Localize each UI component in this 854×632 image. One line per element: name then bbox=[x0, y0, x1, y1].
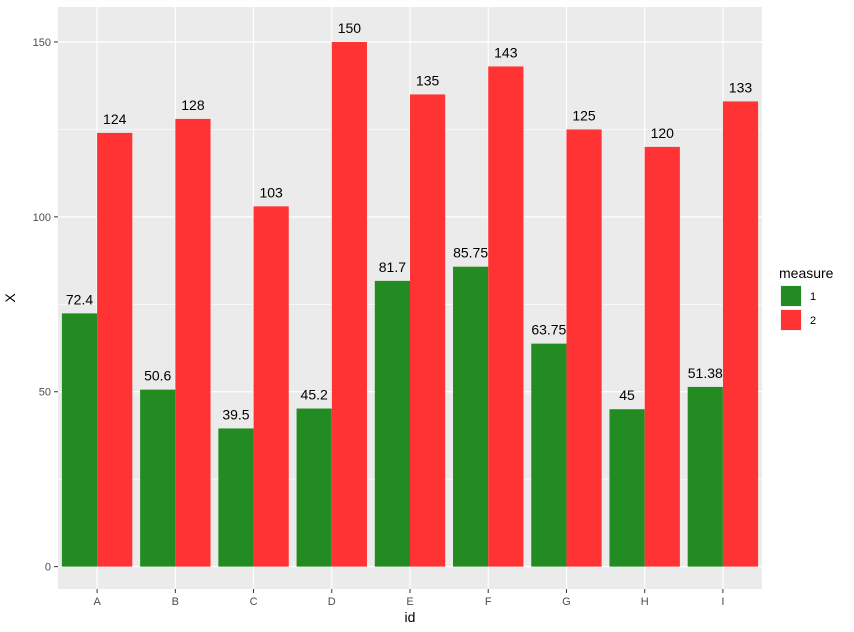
y-tick-label: 0 bbox=[45, 562, 51, 574]
legend-title: measure bbox=[779, 265, 834, 281]
bars-group bbox=[61, 41, 759, 567]
data-label: 133 bbox=[729, 79, 753, 95]
bar-series-2-I bbox=[722, 101, 759, 567]
data-label: 51.38 bbox=[688, 365, 723, 381]
bar-series-2-F bbox=[488, 66, 524, 567]
y-axis: 0 50 100 150 bbox=[33, 37, 58, 574]
x-tick-label: A bbox=[93, 596, 101, 608]
y-tick-label: 150 bbox=[33, 37, 51, 49]
x-tick-label: C bbox=[250, 596, 258, 608]
data-label: 135 bbox=[416, 72, 440, 88]
bar-series-2-B bbox=[175, 118, 211, 567]
x-tick-label: H bbox=[641, 596, 649, 608]
y-axis-title: X bbox=[2, 293, 18, 303]
bar-series-1-A bbox=[61, 313, 98, 567]
bar-series-1-C bbox=[218, 428, 254, 567]
data-label: 125 bbox=[572, 107, 596, 123]
bar-series-1-F bbox=[453, 266, 489, 567]
data-label: 81.7 bbox=[379, 259, 406, 275]
legend: measure 1 2 bbox=[779, 265, 834, 331]
data-label: 150 bbox=[338, 20, 362, 36]
bar-series-1-D bbox=[296, 408, 332, 567]
data-label: 120 bbox=[651, 125, 675, 141]
bar-series-2-H bbox=[644, 146, 680, 567]
x-axis: A B C D E F G H I bbox=[93, 589, 724, 608]
y-tick-label: 50 bbox=[39, 387, 51, 399]
data-label: 72.4 bbox=[66, 291, 93, 307]
legend-label: 2 bbox=[810, 315, 816, 327]
data-label: 103 bbox=[259, 184, 283, 200]
bar-series-1-G bbox=[531, 343, 567, 567]
x-tick-label: D bbox=[328, 596, 336, 608]
x-tick-label: F bbox=[485, 596, 492, 608]
data-label: 45 bbox=[619, 387, 635, 403]
bar-series-2-A bbox=[97, 132, 133, 567]
bar-series-2-E bbox=[410, 94, 446, 567]
data-label: 85.75 bbox=[453, 245, 488, 261]
x-tick-label: E bbox=[406, 596, 413, 608]
bar-series-2-D bbox=[331, 41, 367, 567]
x-axis-title: id bbox=[405, 609, 416, 625]
bar-series-1-I bbox=[687, 386, 723, 567]
bar-series-2-C bbox=[253, 206, 289, 567]
data-label: 143 bbox=[494, 44, 518, 60]
data-label: 63.75 bbox=[531, 322, 566, 338]
legend-swatch bbox=[781, 310, 801, 330]
bar-series-1-B bbox=[140, 389, 176, 567]
data-label: 45.2 bbox=[301, 387, 328, 403]
x-tick-label: G bbox=[562, 596, 571, 608]
legend-label: 1 bbox=[810, 291, 816, 303]
bar-series-1-H bbox=[609, 409, 645, 567]
data-label: 50.6 bbox=[144, 368, 171, 384]
legend-swatch bbox=[781, 286, 801, 306]
bar-series-2-G bbox=[566, 129, 602, 567]
x-tick-label: I bbox=[721, 596, 724, 608]
y-tick-label: 100 bbox=[33, 212, 51, 224]
bar-series-1-E bbox=[374, 280, 410, 567]
data-label: 124 bbox=[103, 111, 127, 127]
data-label: 128 bbox=[181, 97, 205, 113]
data-labels-group: 72.4 50.6 39.5 45.2 81.7 85.75 63.75 45 51.38 124… bbox=[66, 20, 752, 422]
data-label: 39.5 bbox=[222, 406, 249, 422]
x-tick-label: B bbox=[172, 596, 179, 608]
